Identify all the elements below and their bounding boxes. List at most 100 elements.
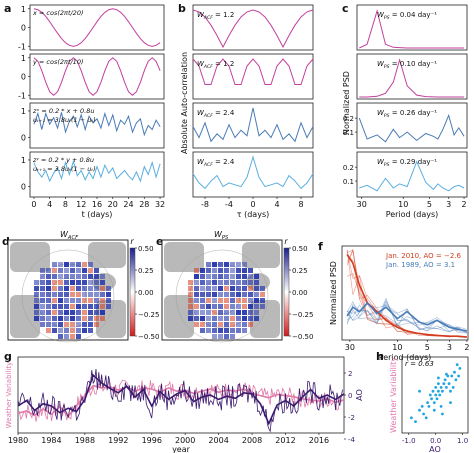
- panel-c-xtick-label: 2: [462, 200, 467, 209]
- panel-f-background-spectrum: [346, 304, 468, 334]
- correlation-cell: [82, 262, 87, 267]
- correlation-cell: [46, 280, 51, 285]
- panel-d-map: [7, 239, 129, 343]
- correlation-cell: [82, 328, 87, 333]
- correlation-cell: [46, 298, 51, 303]
- panel-g-xtick-label: 1996: [142, 436, 162, 445]
- correlation-cell: [218, 268, 223, 273]
- land-mass: [10, 295, 40, 338]
- panel-h-point: [455, 363, 459, 366]
- correlation-cell: [236, 322, 241, 327]
- panel-a-formula: zˣ = 0.2 * x + 0.8u: [32, 107, 94, 115]
- panel-h-point: [439, 386, 443, 389]
- correlation-cell: [242, 286, 247, 291]
- correlation-cell: [212, 322, 217, 327]
- panel-a-ytick-label: 1: [21, 156, 26, 165]
- correlation-cell: [206, 304, 211, 309]
- correlation-cell: [40, 286, 45, 291]
- correlation-cell: [76, 304, 81, 309]
- correlation-cell: [70, 334, 75, 339]
- correlation-cell: [76, 328, 81, 333]
- panel-e-title: WPS: [214, 230, 229, 241]
- correlation-cell: [106, 304, 111, 309]
- panel-g-left-ylabel: Weather Variability: [5, 362, 13, 429]
- correlation-cell: [206, 292, 211, 297]
- correlation-cell: [52, 280, 57, 285]
- panel-a-formula-2: uₜ₊₁ = 3.8uₜ(1 − uₜ): [33, 116, 96, 124]
- correlation-cell: [40, 310, 45, 315]
- correlation-cell: [40, 322, 45, 327]
- correlation-cell: [206, 322, 211, 327]
- correlation-cell: [254, 274, 259, 279]
- correlation-cell: [194, 304, 199, 309]
- correlation-cell: [194, 298, 199, 303]
- panel-h-point: [451, 386, 455, 389]
- panel-h-point: [418, 408, 421, 412]
- panel-b-axes-2: [192, 53, 314, 100]
- panel-g-xtick-label: 1988: [75, 436, 95, 445]
- panel-b-xtick-label: -4: [225, 200, 233, 209]
- correlation-cell: [34, 316, 39, 321]
- correlation-cell: [64, 262, 69, 267]
- panel-a-xtick-label: 32: [155, 200, 165, 209]
- panel-h-point: [454, 378, 458, 382]
- correlation-cell: [206, 274, 211, 279]
- correlation-cell: [64, 328, 69, 333]
- panel-g-xlabel: year: [172, 445, 191, 453]
- correlation-cell: [224, 304, 229, 309]
- panel-a-ytick-label: 0: [21, 24, 26, 33]
- correlation-cell: [100, 310, 105, 315]
- correlation-cell: [230, 268, 235, 273]
- correlation-cell: [224, 292, 229, 297]
- panel-letter: a: [4, 2, 11, 15]
- panel-h-point: [438, 393, 442, 397]
- panel-g-right-ytick-label: -4: [348, 436, 356, 444]
- panel-f-xtick-label: 3: [447, 343, 452, 352]
- correlation-cell: [40, 292, 45, 297]
- panel-a-formula: zʸ = 0.2 * y + 0.8u: [32, 156, 94, 164]
- correlation-cell: [218, 280, 223, 285]
- panel-g-right-ylabel: AO: [355, 389, 364, 401]
- correlation-cell: [242, 322, 247, 327]
- panel-f-xtick-label: 10: [392, 343, 402, 352]
- correlation-cell: [206, 268, 211, 273]
- correlation-cell: [64, 304, 69, 309]
- panel-h-point: [441, 389, 444, 393]
- colorbar: [129, 247, 136, 337]
- panel-h-point: [449, 401, 452, 404]
- correlation-cell: [212, 316, 217, 321]
- correlation-cell: [76, 322, 81, 327]
- correlation-cell: [82, 292, 87, 297]
- panel-h-point: [431, 389, 435, 393]
- correlation-cell: [248, 286, 253, 291]
- correlation-cell: [100, 286, 105, 291]
- correlation-cell: [200, 310, 205, 315]
- correlation-cell: [260, 292, 265, 297]
- panel-b-width-label: WACF = 1.2: [197, 60, 234, 70]
- correlation-cell: [194, 268, 199, 273]
- panel-a-ytick-label: 0: [21, 133, 26, 142]
- correlation-cell: [194, 280, 199, 285]
- panel-g-trend-2: [17, 373, 345, 426]
- correlation-cell: [236, 304, 241, 309]
- panel-b-series-3: [192, 107, 314, 143]
- correlation-cell: [82, 268, 87, 273]
- panel-c-ytick-label: 0.2: [343, 115, 354, 123]
- panel-b-width-label: WACF = 1.2: [197, 11, 234, 21]
- correlation-cell: [82, 286, 87, 291]
- correlation-cell: [58, 268, 63, 273]
- correlation-cell: [70, 268, 75, 273]
- correlation-cell: [46, 304, 51, 309]
- panel-h-point: [439, 405, 443, 408]
- panel-h-point: [434, 386, 438, 389]
- panel-letter: d: [2, 235, 10, 248]
- correlation-cell: [200, 304, 205, 309]
- correlation-cell: [106, 292, 111, 297]
- correlation-cell: [236, 268, 241, 273]
- correlation-cell: [230, 262, 235, 267]
- correlation-cell: [94, 286, 99, 291]
- correlation-cell: [58, 322, 63, 327]
- correlation-cell: [212, 328, 217, 333]
- correlation-cell: [88, 304, 93, 309]
